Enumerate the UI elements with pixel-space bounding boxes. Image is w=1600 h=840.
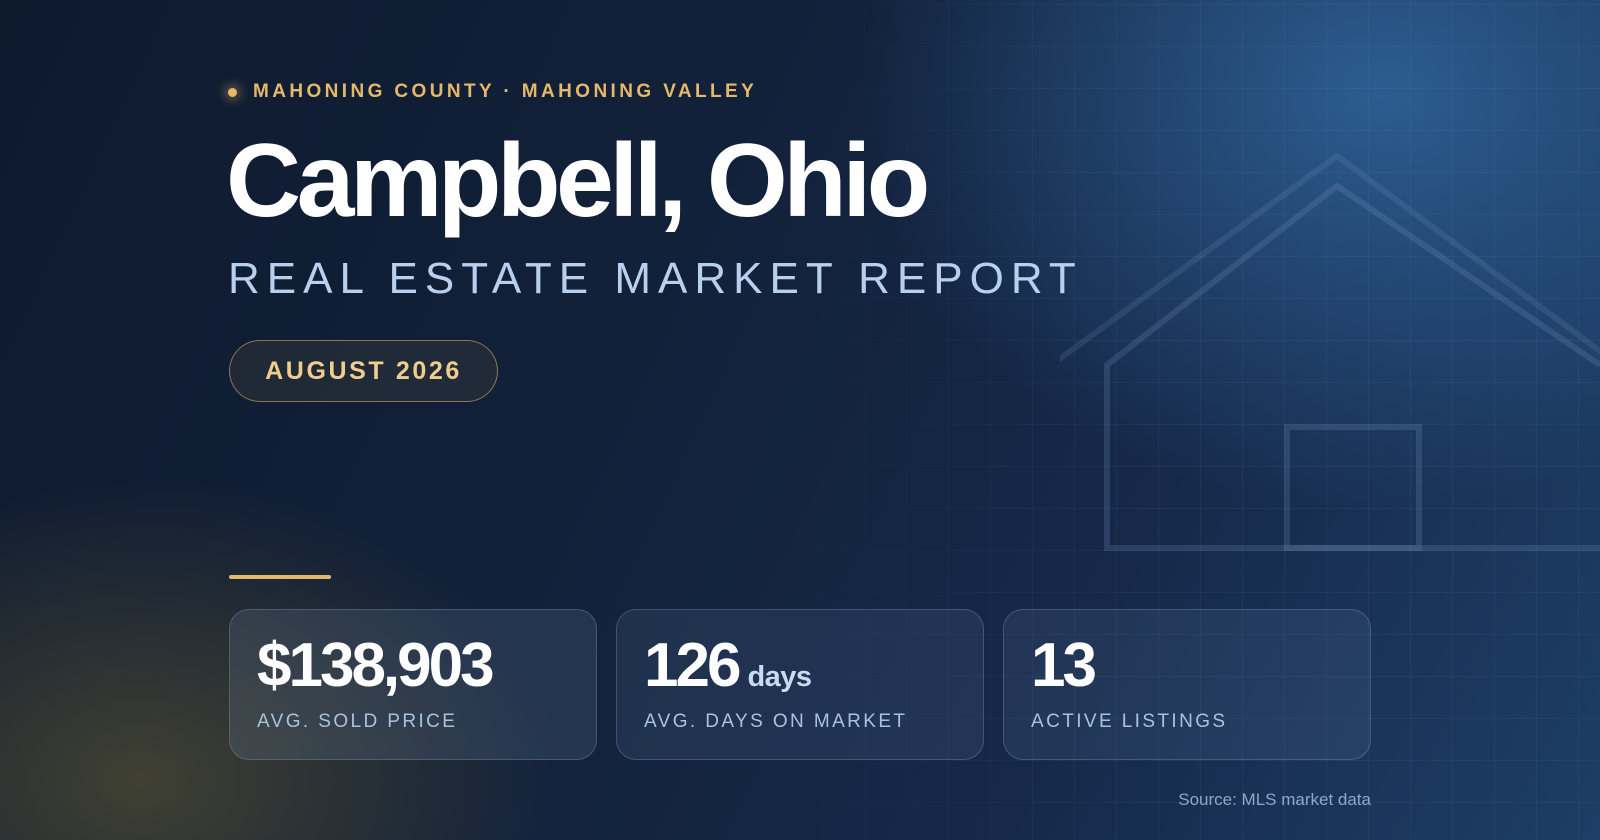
stat-card-avg-days-on-market: 126 days AVG. DAYS ON MARKET — [616, 609, 984, 760]
stat-label: ACTIVE LISTINGS — [1031, 711, 1228, 733]
stat-unit: days — [747, 661, 812, 693]
period-label: AUGUST 2026 — [265, 356, 462, 385]
page-title: Campbell, Ohio — [226, 123, 930, 239]
stat-metric: 13 — [1031, 630, 1370, 701]
stat-value: 126 — [644, 631, 741, 700]
location-label: MAHONING COUNTY · MAHONING VALLEY — [253, 81, 758, 102]
stat-card-avg-sold-price: $138,903 AVG. SOLD PRICE — [229, 609, 597, 760]
location-dot-icon — [228, 87, 237, 97]
stat-metric: $138,903 — [257, 630, 596, 701]
report-subtitle: REAL ESTATE MARKET REPORT — [228, 254, 1083, 303]
stat-metric: 126 days — [644, 630, 983, 701]
stat-card-active-listings: 13 ACTIVE LISTINGS — [1003, 609, 1371, 760]
background-grid — [780, 0, 1600, 840]
stat-value: 13 — [1031, 631, 1097, 700]
accent-divider — [229, 575, 331, 579]
stat-label: AVG. DAYS ON MARKET — [644, 711, 908, 733]
location-eyebrow: MAHONING COUNTY · MAHONING VALLEY — [228, 80, 757, 104]
house-outline-icon — [1060, 152, 1600, 551]
stat-label: AVG. SOLD PRICE — [257, 711, 458, 733]
period-badge: AUGUST 2026 — [229, 340, 498, 402]
stat-value: $138,903 — [257, 631, 495, 700]
source-note: Source: MLS market data — [1178, 790, 1371, 809]
